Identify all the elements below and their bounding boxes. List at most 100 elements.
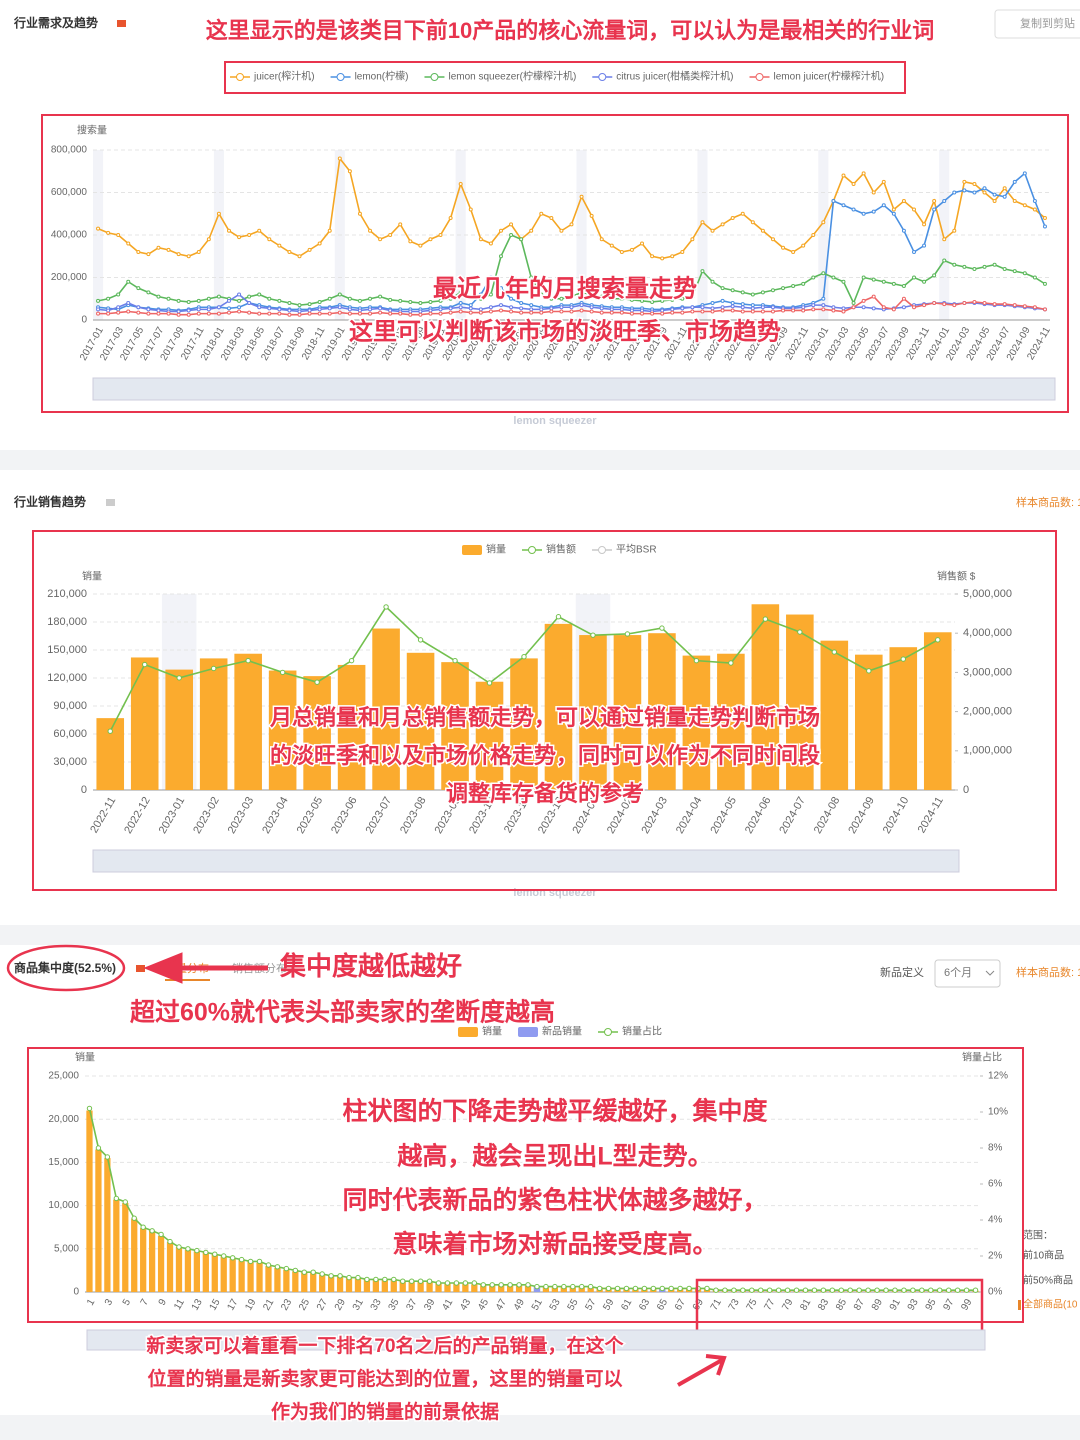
point	[861, 211, 866, 216]
point	[509, 309, 514, 314]
bar	[682, 655, 711, 790]
bar	[247, 1260, 254, 1292]
x-tick-label: 57	[583, 1297, 598, 1313]
point	[629, 308, 634, 313]
point	[740, 290, 745, 295]
point	[801, 305, 806, 310]
point	[841, 203, 846, 208]
point	[650, 254, 655, 259]
point	[710, 309, 715, 314]
point	[760, 309, 765, 314]
point	[700, 220, 705, 225]
sample-count: 样本商品数: 1	[1016, 965, 1080, 979]
bar	[579, 635, 607, 790]
bar	[202, 1252, 209, 1292]
point	[555, 614, 562, 620]
point	[579, 1283, 585, 1290]
point	[480, 1282, 486, 1288]
copy-button[interactable]	[994, 9, 1080, 39]
data-zoom-slider[interactable]	[86, 1329, 986, 1351]
point	[670, 254, 675, 259]
point	[247, 1258, 254, 1265]
x-tick-label: 79	[780, 1297, 795, 1313]
bar	[229, 1258, 236, 1292]
annotation: 这里可以判断该市场的淡旺季、市场趋势	[349, 317, 781, 345]
point	[659, 1285, 665, 1292]
point	[641, 1285, 648, 1292]
point	[116, 305, 121, 310]
point	[962, 264, 967, 269]
point	[468, 207, 473, 212]
point	[730, 308, 735, 313]
video-icon[interactable]	[136, 965, 145, 972]
x-tick-label: 49	[512, 1297, 527, 1313]
point	[549, 306, 554, 311]
point	[408, 312, 413, 317]
point	[96, 307, 101, 312]
video-icon[interactable]	[106, 499, 115, 506]
point	[791, 308, 796, 313]
point	[498, 286, 503, 291]
point	[811, 275, 816, 280]
point	[428, 299, 433, 304]
point	[1002, 186, 1007, 191]
point	[901, 228, 906, 233]
point	[106, 230, 111, 235]
point	[327, 296, 332, 301]
select[interactable]	[934, 959, 1001, 988]
data-zoom-slider[interactable]	[92, 849, 960, 873]
point	[730, 288, 735, 293]
y2-tick-label: 10%	[988, 1107, 1008, 1118]
point	[952, 262, 957, 267]
bar	[234, 653, 262, 790]
y2-tick-label: 1,000,000	[963, 745, 1012, 757]
point	[279, 669, 286, 676]
range-option[interactable]: 前10商品	[1023, 1249, 1064, 1262]
point	[713, 1287, 719, 1293]
range-option[interactable]: 前50%商品	[1023, 1274, 1073, 1287]
legend-label: citrus juicer(柑橘类榨汁机)	[616, 70, 733, 83]
point	[928, 1287, 934, 1293]
point	[307, 247, 312, 252]
x-tick-label: 71	[709, 1297, 724, 1313]
point	[952, 190, 957, 195]
copy-button-label: 复制到剪贴	[1020, 16, 1075, 30]
point	[140, 1224, 146, 1230]
bar	[303, 676, 331, 790]
video-icon[interactable]	[117, 20, 126, 27]
point	[176, 309, 181, 314]
annotation: 越高，越会呈现出L型走势。	[397, 1142, 712, 1171]
point	[881, 305, 886, 310]
point	[267, 237, 272, 242]
point	[529, 307, 534, 312]
point	[186, 299, 191, 304]
point	[388, 233, 393, 237]
point	[720, 222, 725, 227]
point	[811, 233, 816, 237]
point	[690, 237, 695, 242]
point	[388, 297, 393, 302]
point	[629, 297, 634, 302]
point	[1012, 303, 1017, 308]
point	[417, 637, 424, 643]
point	[640, 308, 645, 313]
point	[373, 1276, 379, 1283]
data-zoom-slider[interactable]	[92, 377, 1056, 401]
point	[945, 1287, 952, 1293]
point	[942, 199, 947, 203]
legend-label: 销量	[486, 543, 506, 556]
point	[176, 252, 181, 257]
y-tick-label: 90,000	[53, 700, 87, 712]
point	[932, 207, 937, 212]
point	[96, 298, 101, 303]
range-option[interactable]: 全部商品(10	[1023, 1298, 1078, 1311]
point	[458, 290, 463, 295]
bar	[453, 1283, 460, 1292]
point	[619, 296, 624, 301]
x-tick-label: 83	[816, 1297, 831, 1313]
point	[700, 269, 705, 274]
point	[498, 254, 503, 259]
point	[1022, 271, 1027, 276]
point	[507, 1282, 513, 1288]
point	[932, 301, 937, 305]
